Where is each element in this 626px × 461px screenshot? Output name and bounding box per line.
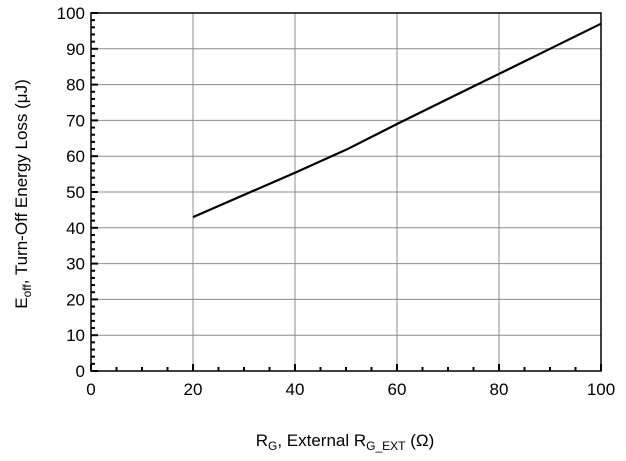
y-tick-labels: 0 10 20 30 40 50 60 70 80 90 100 [57, 4, 85, 381]
y-tick-label: 90 [66, 40, 85, 59]
x-tick-label: 100 [587, 380, 615, 399]
y-tick-label: 0 [76, 362, 85, 381]
y-tick-label: 60 [66, 147, 85, 166]
x-tick-label: 0 [86, 380, 95, 399]
y-tick-label: 80 [66, 76, 85, 95]
y-axis-label: Eoff, Turn-Off Energy Loss (μJ) [12, 79, 34, 309]
y-tick-label: 20 [66, 290, 85, 309]
x-axis-label: RG, External RG_EXT (Ω) [256, 431, 435, 453]
x-tick-label: 80 [490, 380, 509, 399]
plot-frame [90, 12, 602, 372]
gridlines [91, 13, 601, 371]
x-tick-labels: 0 20 40 60 80 100 [86, 380, 615, 399]
series-line [192, 22, 602, 219]
x-tick-label: 40 [286, 380, 305, 399]
y-tick-label: 100 [57, 4, 85, 23]
y-tick-label: 30 [66, 255, 85, 274]
y-tick-label: 70 [66, 111, 85, 130]
x-tick-label: 20 [184, 380, 203, 399]
series-group [192, 22, 602, 219]
y-tick-label: 40 [66, 219, 85, 238]
x-tick-label: 60 [388, 380, 407, 399]
y-tick-label: 50 [66, 183, 85, 202]
y-tick-label: 10 [66, 326, 85, 345]
